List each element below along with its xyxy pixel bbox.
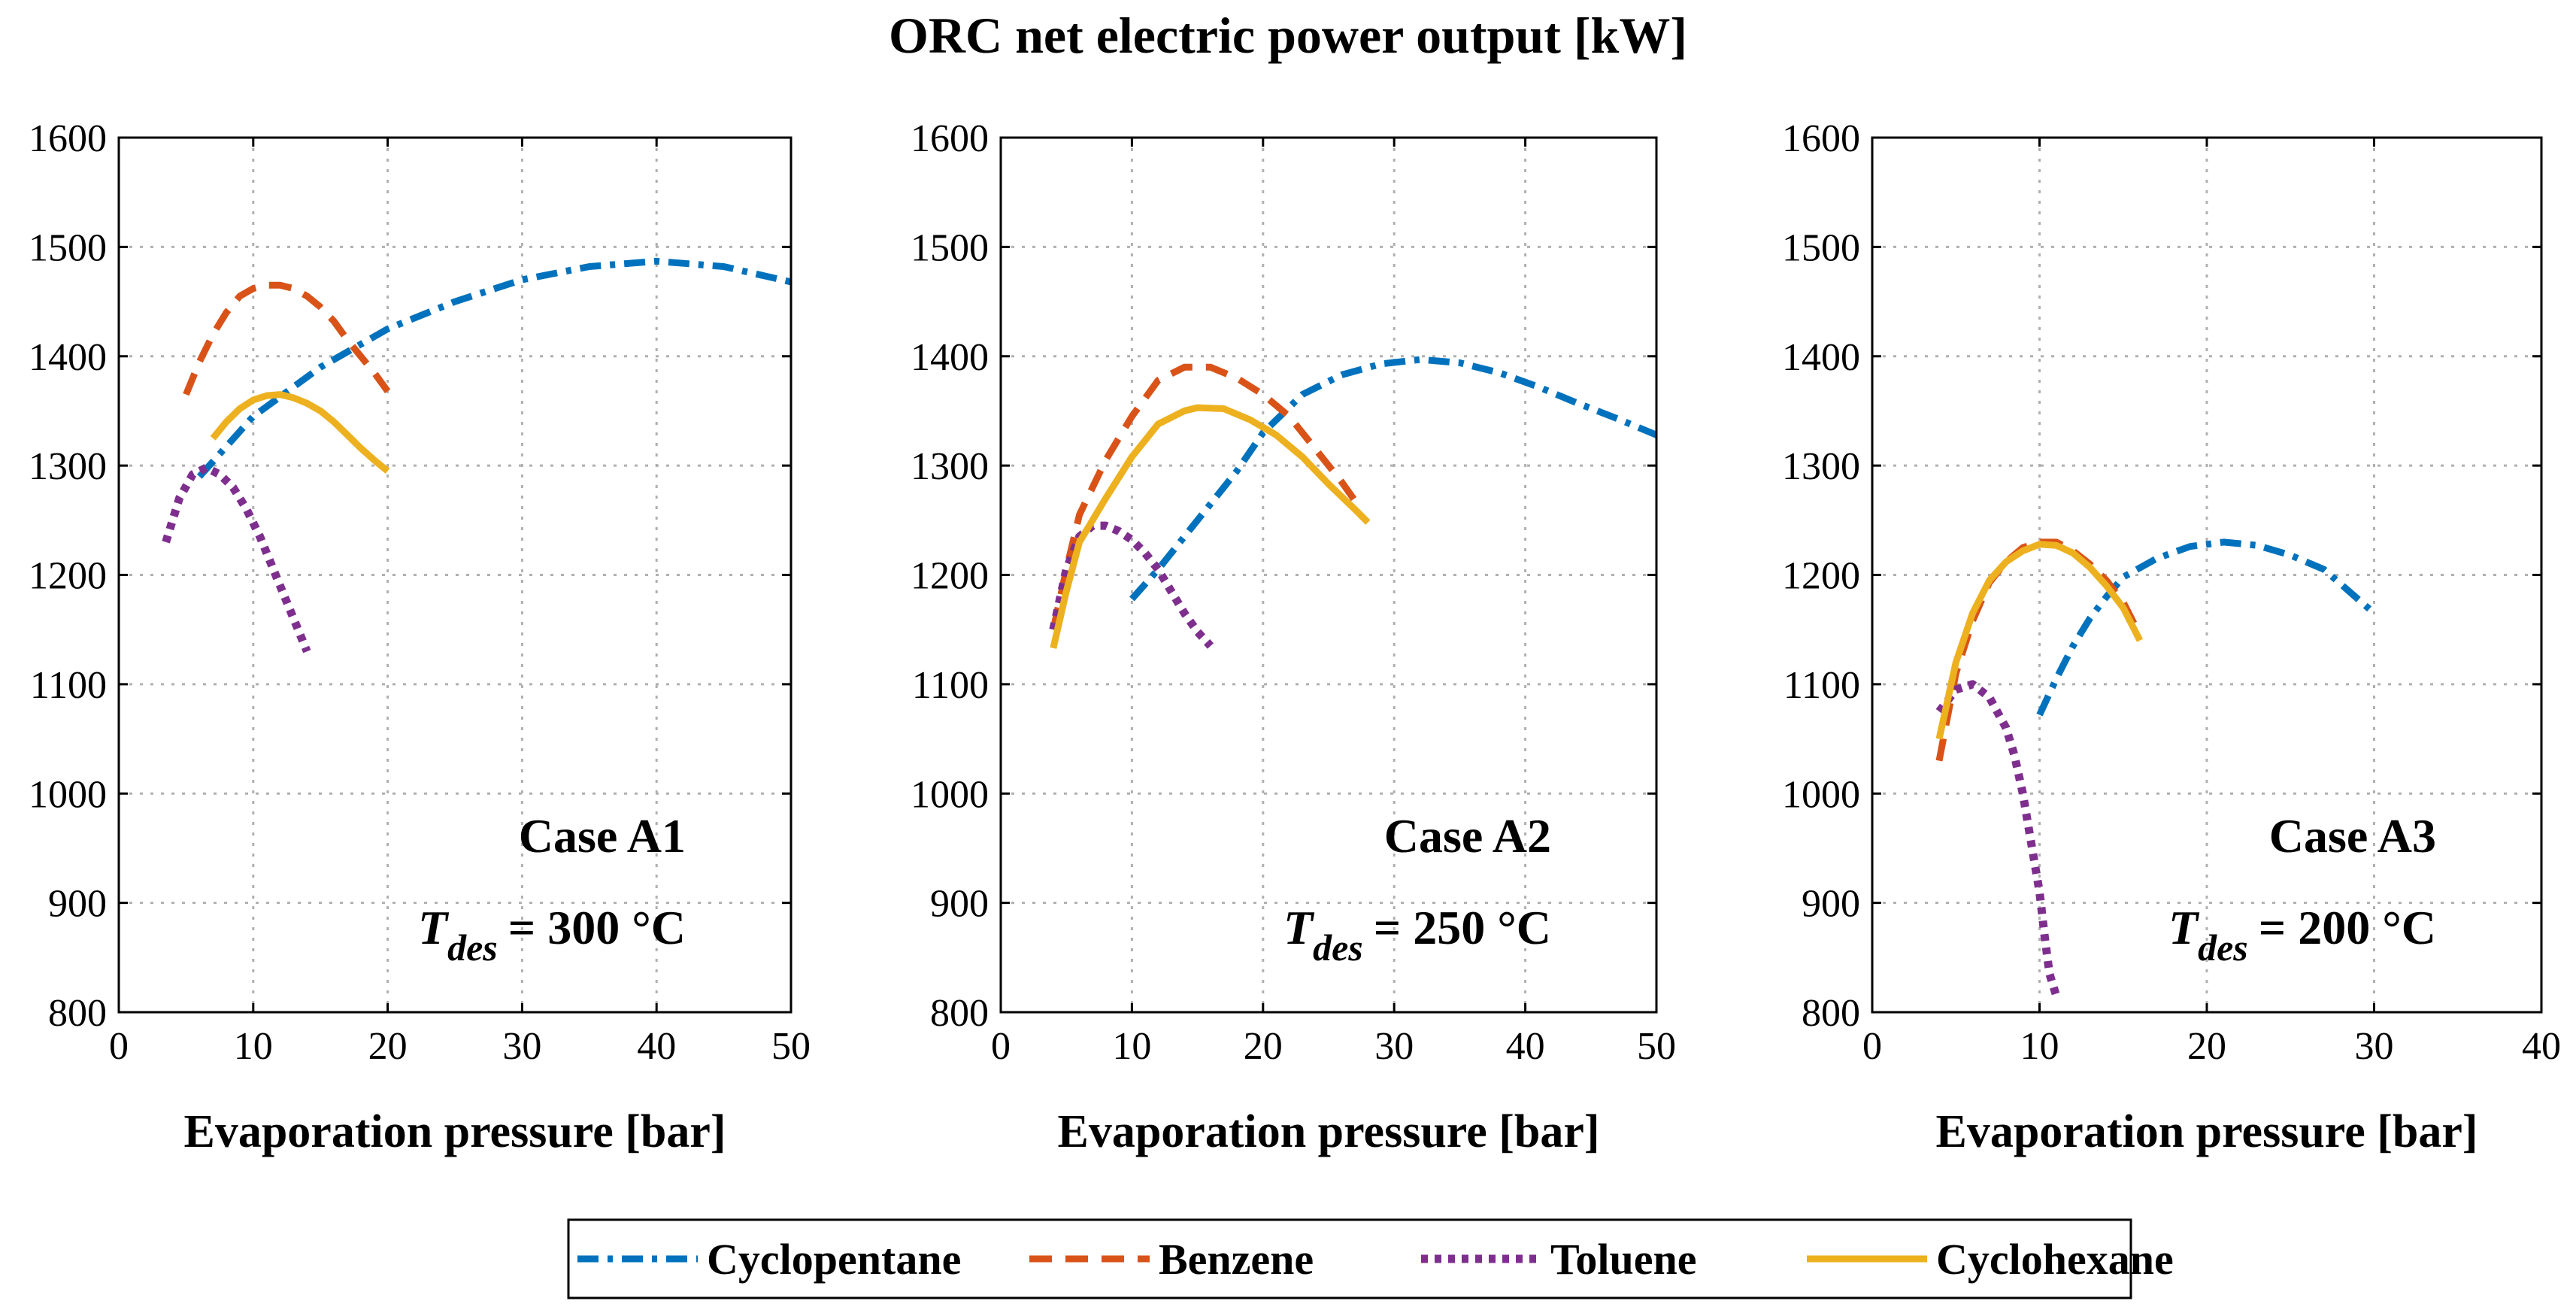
y-tick-label: 1300 [911, 445, 989, 488]
tdes-value: = 250 °C [1374, 901, 1551, 954]
x-tick-label: 10 [1112, 1025, 1151, 1068]
y-tick-label: 1600 [911, 117, 989, 160]
legend: Cyclopentane Benzene Toluene Cyclohexane [567, 1218, 2174, 1299]
y-tick-label: 1000 [1782, 773, 1860, 816]
series-line-cyclohexane [1050, 404, 1371, 649]
series-line-toluene [1935, 680, 2061, 997]
x-tick-label: 0 [1862, 1025, 1882, 1068]
y-tick-label: 1400 [911, 336, 989, 379]
series-line-cyclohexane [1935, 541, 2144, 740]
legend-label: Cyclopentane [707, 1235, 961, 1284]
case-label: Case A2 [1384, 809, 1551, 863]
grid [119, 138, 791, 1012]
series-line-benzene [1050, 363, 1358, 631]
design-temperature-label: Tdes = 250 °C [1283, 901, 1551, 969]
grid [1872, 138, 2541, 1012]
grid [1001, 138, 1656, 1012]
y-tick-label: 1200 [1782, 555, 1860, 598]
case-label: Case A3 [2269, 809, 2436, 863]
design-temperature-label: Tdes = 300 °C [418, 901, 686, 969]
series-line-benzene [183, 281, 391, 396]
legend-label: Toluene [1550, 1235, 1696, 1284]
y-tick-label: 1000 [911, 773, 989, 816]
tdes-subscript: des [447, 926, 498, 969]
y-tick-label: 1300 [1782, 445, 1860, 488]
design-temperature-label: Tdes = 200 °C [2168, 901, 2436, 969]
series-group [1935, 538, 2377, 997]
y-tick-label: 800 [930, 992, 989, 1035]
y-tick-label: 1600 [1782, 117, 1860, 160]
series-line-benzene [1935, 538, 2144, 762]
legend-entry-benzene: Benzene [1029, 1235, 1314, 1284]
series-group [162, 257, 792, 653]
x-tick-label: 0 [109, 1025, 129, 1068]
x-axis-label: Evaporation pressure [bar] [1935, 1106, 2478, 1157]
tdes-value: = 300 °C [508, 901, 686, 954]
tdes-value: = 200 °C [2259, 901, 2436, 954]
series-line-cyclohexane [210, 391, 390, 474]
case-label: Case A1 [519, 809, 686, 863]
x-tick-label: 50 [771, 1025, 811, 1068]
y-tick-label: 900 [930, 883, 989, 926]
panel-1: 0 10 20 30 40 50 800 900 1000 1100 1200 1300 1400 150… [29, 117, 811, 1157]
x-tick-label: 10 [2020, 1025, 2059, 1068]
legend-entry-cyclopentane: Cyclopentane [577, 1235, 961, 1284]
y-tick-label: 1100 [30, 664, 107, 707]
panel-2: 0 10 20 30 40 50 800 900 1000 1100 1200 1300 1400 150… [911, 117, 1676, 1157]
series-line-toluene [162, 463, 311, 653]
y-tick-label: 1500 [1782, 226, 1860, 269]
legend-label: Benzene [1159, 1235, 1314, 1284]
y-tick-label: 1000 [29, 773, 107, 816]
tdes-symbol: T [418, 901, 450, 954]
series-line-cyclopentane [1129, 356, 1658, 602]
x-tick-label: 20 [1244, 1025, 1283, 1068]
panel-3: 0 10 20 30 40 800 900 1000 1100 1200 1300 1400 1500 1… [1782, 117, 2561, 1157]
y-tick-label: 1100 [912, 664, 989, 707]
legend-label: Cyclohexane [1936, 1235, 2174, 1284]
tdes-subscript: des [1313, 926, 1363, 969]
x-tick-label: 10 [234, 1025, 273, 1068]
series-line-cyclopentane [2036, 538, 2377, 717]
y-tick-label: 1500 [911, 226, 989, 269]
y-tick-label: 1600 [29, 117, 107, 160]
y-tick-label: 1200 [29, 555, 107, 598]
x-tick-label: 30 [502, 1025, 541, 1068]
y-tick-label: 1500 [29, 226, 107, 269]
x-tick-label: 30 [2355, 1025, 2394, 1068]
y-tick-label: 1200 [911, 555, 989, 598]
x-axis-label: Evaporation pressure [bar] [1057, 1106, 1599, 1157]
y-tick-label: 1100 [1784, 664, 1860, 707]
panels-container: 0 10 20 30 40 5080090010001100120013001400150… [29, 117, 2561, 1157]
series-group [1049, 356, 1658, 649]
y-tick-label: 800 [1802, 992, 1860, 1035]
y-tick-label: 900 [48, 883, 107, 926]
y-tick-label: 800 [48, 992, 107, 1035]
x-tick-label: 0 [991, 1025, 1011, 1068]
x-tick-label: 20 [2187, 1025, 2226, 1068]
x-tick-label: 40 [2522, 1025, 2561, 1068]
x-tick-label: 40 [637, 1025, 676, 1068]
y-tick-label: 1400 [1782, 336, 1860, 379]
tdes-symbol: T [2168, 901, 2200, 954]
y-tick-label: 1400 [29, 336, 107, 379]
tdes-symbol: T [1283, 901, 1315, 954]
y-tick-label: 1300 [29, 445, 107, 488]
legend-entry-cyclohexane: Cyclohexane [1807, 1235, 2174, 1284]
legend-entry-toluene: Toluene [1421, 1235, 1696, 1284]
x-tick-label: 50 [1637, 1025, 1676, 1068]
y-tick-label: 900 [1802, 883, 1860, 926]
series-line-cyclopentane [196, 257, 792, 479]
tdes-subscript: des [2198, 926, 2248, 969]
x-tick-label: 40 [1506, 1025, 1545, 1068]
x-tick-label: 30 [1374, 1025, 1414, 1068]
figure-title: ORC net electric power output [kW] [889, 7, 1687, 64]
x-tick-label: 20 [368, 1025, 408, 1068]
x-axis-label: Evaporation pressure [bar] [183, 1106, 726, 1157]
